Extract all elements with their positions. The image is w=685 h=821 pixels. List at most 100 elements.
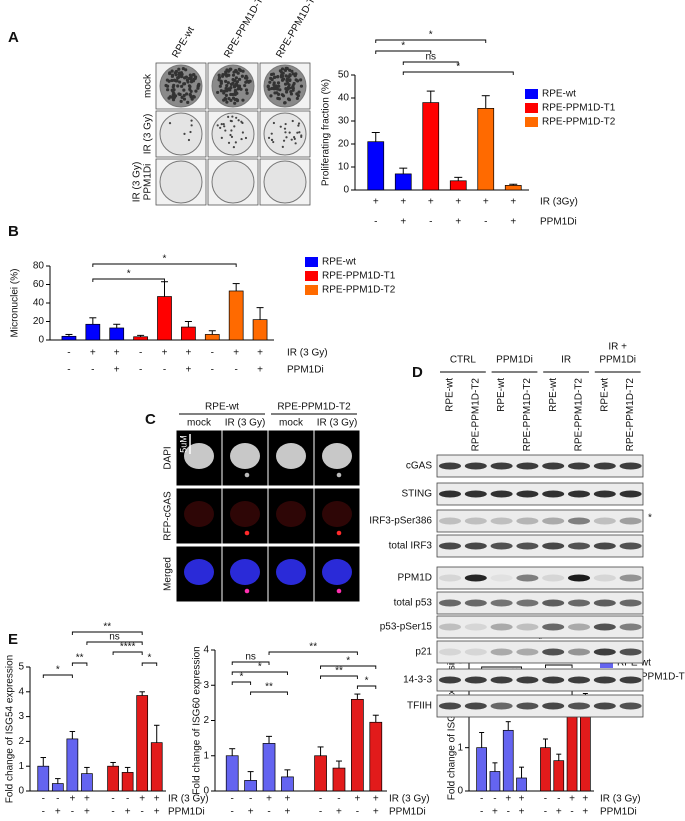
colony: [188, 84, 192, 89]
group-label: RPE-wt: [205, 402, 239, 413]
colony: [193, 75, 198, 79]
band: [619, 574, 642, 582]
bar: [66, 738, 79, 792]
legend-swatch: [305, 257, 318, 267]
band: [593, 702, 616, 710]
colony: [285, 87, 289, 92]
blot-strip: [436, 482, 644, 506]
colony: [170, 69, 174, 73]
colony: [273, 91, 277, 95]
lane-label: RPE-PPM1D-T2: [574, 378, 585, 452]
condition-mark: -: [429, 217, 432, 228]
condition-mark: +: [266, 794, 272, 805]
colony: [232, 84, 237, 88]
significance-bracket: [268, 651, 358, 655]
colony: [219, 126, 222, 129]
colony: [175, 79, 179, 83]
significance-label: **: [265, 682, 273, 693]
row-label: total p53: [394, 598, 433, 609]
colony: [244, 136, 248, 140]
condition-mark: -: [570, 807, 573, 818]
colony: [187, 138, 191, 142]
panel-label: D: [412, 364, 423, 381]
micronucleus: [336, 530, 342, 536]
plate: [211, 160, 255, 204]
significance-label: *: [401, 41, 405, 52]
colony: [270, 77, 274, 82]
bar: [262, 743, 276, 792]
legend-label: RPE-PPM1D-T2: [617, 672, 685, 683]
condition-mark: -: [56, 794, 59, 805]
colony: [176, 76, 180, 80]
colony: [229, 133, 232, 137]
band: [593, 599, 616, 607]
colony: [270, 138, 274, 141]
colony: [285, 77, 290, 81]
colony: [189, 89, 193, 93]
band: [464, 490, 487, 498]
band: [516, 574, 539, 582]
condition-mark: -: [374, 217, 377, 228]
bar: [136, 695, 149, 792]
y-axis-label: Proliferating fraction (%): [321, 79, 332, 186]
significance-label: *: [148, 653, 152, 664]
legend-label: RPE-PPM1D-T1: [322, 271, 396, 282]
colony: [276, 81, 281, 85]
colony: [283, 127, 287, 130]
y-tick-label: 60: [33, 279, 45, 290]
legend-swatch: [525, 103, 538, 113]
significance-label: **: [76, 653, 84, 664]
significance-label: **: [309, 642, 317, 653]
colony: [183, 132, 186, 135]
group-label: IR +: [608, 342, 627, 353]
bar: [225, 755, 239, 792]
nucleus: [322, 559, 352, 585]
y-tick-label: 2: [203, 715, 209, 726]
significance-bracket: [320, 675, 358, 679]
significance-bracket: [375, 50, 432, 54]
y-tick-label: 50: [338, 70, 350, 81]
colony: [178, 92, 182, 97]
colony: [170, 78, 174, 83]
colony: [166, 88, 170, 92]
colony: [243, 83, 247, 88]
colony: [178, 80, 182, 84]
colony: [219, 81, 223, 85]
bar: [107, 765, 119, 792]
y-axis-label: Fold change of ISG54 expression: [5, 655, 16, 803]
colony: [284, 74, 288, 78]
condition-mark: +: [162, 348, 168, 359]
blot-strip: [436, 640, 644, 664]
colony: [278, 69, 283, 73]
colony: [295, 96, 299, 101]
colony: [231, 77, 235, 82]
colony: [230, 135, 234, 138]
blot-strip: [436, 615, 644, 639]
condition-mark: +: [373, 807, 379, 818]
significance-label: ns: [245, 652, 256, 663]
colony: [224, 79, 228, 84]
condition-mark: -: [356, 807, 359, 818]
bar: [85, 323, 101, 341]
bar: [252, 319, 268, 341]
bar: [181, 326, 196, 341]
band: [439, 517, 461, 525]
colony: [225, 84, 229, 88]
blot-strip: [436, 591, 644, 615]
band: [619, 648, 642, 656]
colony: [291, 86, 295, 90]
significance-label: *: [258, 662, 262, 673]
legend-swatch: [525, 117, 538, 127]
colony: [283, 68, 287, 72]
y-axis-label: Fold change of ISG56 expression: [447, 652, 458, 800]
colony: [284, 122, 287, 126]
band: [593, 574, 616, 582]
colony: [237, 77, 242, 81]
colony: [217, 73, 221, 77]
blot-strip: [436, 694, 644, 718]
colony: [180, 95, 184, 100]
bar: [204, 334, 220, 341]
condition-mark: -: [91, 365, 94, 376]
bar: [228, 290, 244, 341]
